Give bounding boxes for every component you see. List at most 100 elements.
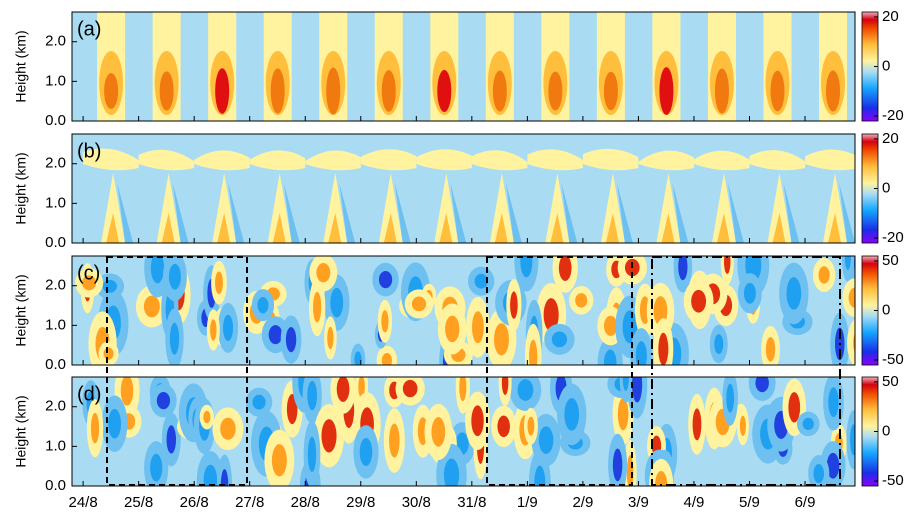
field (271, 444, 287, 477)
x-tick-label: 2/9 (572, 494, 593, 511)
field (529, 339, 538, 365)
highlight-boxes (106, 256, 841, 486)
field (724, 256, 731, 274)
contour-field (72, 377, 855, 486)
field (450, 183, 467, 243)
dashed-box (106, 256, 248, 486)
field (327, 326, 334, 350)
field (510, 291, 518, 319)
y-tick-label: 0.0 (45, 234, 66, 251)
y-tick-label: 0.0 (45, 112, 66, 129)
x-tick-label: 30/8 (402, 494, 431, 511)
colorbar-label: 0 (882, 422, 890, 439)
field (161, 213, 175, 243)
field (612, 448, 623, 482)
field (305, 150, 361, 171)
colorbar-label: 50 (882, 373, 899, 390)
field (222, 314, 234, 341)
field (212, 173, 237, 243)
field (210, 319, 217, 341)
field (439, 213, 453, 243)
field (150, 256, 165, 284)
colorbar-label: -20 (882, 229, 904, 246)
field (336, 377, 350, 402)
field (120, 377, 134, 406)
panel-label: (a) (77, 18, 101, 40)
field (661, 213, 675, 243)
field (765, 337, 776, 362)
field (203, 464, 218, 486)
field (471, 150, 528, 171)
field (249, 150, 306, 171)
field (672, 183, 689, 243)
field (354, 351, 362, 365)
colorbar-label: 50 (882, 252, 899, 269)
field (159, 71, 174, 111)
field (739, 415, 746, 436)
field (394, 183, 411, 243)
field (527, 149, 583, 171)
field (813, 464, 825, 484)
field (772, 213, 786, 243)
field (564, 398, 580, 431)
field (411, 296, 427, 312)
field (617, 397, 629, 431)
field (339, 183, 356, 243)
field (494, 323, 509, 356)
field (678, 256, 688, 281)
field (106, 213, 120, 243)
colorbar-label: 0 (882, 179, 890, 196)
field (104, 73, 119, 109)
field (805, 149, 855, 171)
field (169, 322, 180, 355)
field (434, 173, 459, 243)
field (143, 295, 160, 318)
field (726, 383, 735, 413)
field (166, 425, 177, 454)
field (818, 266, 830, 284)
field (839, 183, 855, 243)
field (826, 452, 840, 479)
field (381, 70, 396, 112)
x-tick-label: 1/9 (517, 494, 538, 511)
colorbar-label: 20 (882, 8, 899, 25)
x-tick-label: 24/8 (69, 494, 98, 511)
field (656, 173, 681, 243)
field (108, 408, 122, 439)
field (359, 437, 373, 467)
field (828, 213, 842, 243)
field (101, 173, 126, 243)
field (328, 213, 342, 243)
y-tick-label: 2.0 (45, 155, 66, 172)
field (102, 279, 117, 293)
x-tick-label: 27/8 (235, 494, 264, 511)
field (622, 377, 629, 391)
field (194, 150, 250, 171)
field (378, 173, 403, 243)
field (534, 465, 546, 486)
field (714, 68, 729, 114)
field (616, 183, 633, 243)
field (543, 298, 559, 332)
y-axis-label: Height (km) (13, 274, 29, 346)
field (437, 69, 452, 113)
field (252, 394, 266, 410)
field (443, 458, 460, 486)
field (802, 417, 814, 431)
field (156, 173, 181, 243)
field (691, 289, 707, 313)
dashed-box (486, 256, 633, 486)
field (826, 70, 841, 112)
y-tick-label: 1.0 (45, 316, 66, 333)
x-tick-label: 25/8 (124, 494, 153, 511)
field (445, 315, 460, 343)
field (326, 67, 341, 115)
field (632, 377, 643, 403)
field (783, 183, 800, 243)
x-tick-label: 5/9 (739, 494, 760, 511)
field (83, 148, 139, 171)
field (313, 291, 322, 323)
field (850, 424, 855, 456)
x-tick-label: 4/9 (684, 494, 705, 511)
